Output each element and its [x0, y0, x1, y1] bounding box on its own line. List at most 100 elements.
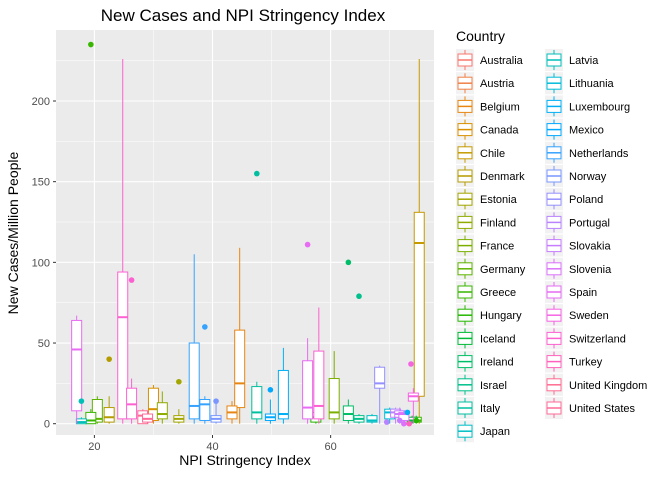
- box-iqr: [328, 378, 340, 420]
- legend-label: Finland: [480, 217, 516, 229]
- box-iqr: [91, 399, 103, 423]
- y-tick-label: 200: [32, 96, 50, 108]
- box-iqr: [413, 211, 425, 397]
- boxplot-greece: [85, 409, 97, 425]
- x-tick-label: 60: [325, 441, 337, 453]
- legend-label: Iceland: [480, 333, 515, 345]
- boxplot-sweden: [407, 388, 419, 424]
- legend-label: Canada: [480, 125, 519, 137]
- box-iqr: [251, 386, 263, 420]
- boxplot-japan: [366, 414, 378, 424]
- box-iqr: [234, 329, 246, 409]
- legend-label: Italy: [480, 403, 501, 415]
- boxplot-mexico: [264, 399, 276, 424]
- legend-label: Hungary: [480, 310, 522, 322]
- boxplot-chile: [413, 59, 425, 424]
- axes: 0 50 100 150 200 20 40 60: [32, 96, 337, 453]
- x-axis-label: NPI Stringency Index: [179, 452, 311, 468]
- outlier-point: [128, 277, 135, 283]
- box-iqr: [85, 411, 97, 425]
- legend-item-sweden: Sweden: [545, 304, 609, 327]
- outlier-point: [254, 170, 260, 177]
- boxplot-switzerland: [313, 307, 325, 424]
- legend-label: Slovakia: [569, 241, 611, 253]
- box-iqr: [71, 319, 83, 412]
- box-iqr: [103, 407, 115, 423]
- legend-title: Country: [456, 28, 505, 44]
- legend-label: Mexico: [569, 125, 604, 137]
- outlier-point: [176, 378, 182, 385]
- y-axis-label: New Cases/Million People: [5, 151, 21, 314]
- legend-item-united-states: United States: [545, 397, 636, 419]
- x-tick-label: 40: [206, 441, 218, 453]
- legend-item-switzerland: Switzerland: [545, 327, 626, 350]
- legend-item-slovakia: Slovakia: [545, 234, 611, 257]
- outlier-point: [396, 417, 403, 424]
- legend-item-denmark: Denmark: [456, 165, 525, 187]
- legend-item-netherlands: Netherlands: [545, 141, 629, 164]
- box-iqr: [156, 402, 168, 420]
- boxplot-netherlands: [188, 254, 200, 424]
- y-tick-label: 100: [32, 257, 50, 269]
- box-iqr: [117, 271, 129, 420]
- legend-label: Turkey: [569, 357, 603, 369]
- legend-item-finland: Finland: [456, 211, 516, 234]
- box-iqr: [302, 360, 314, 420]
- outlier-point: [404, 409, 411, 416]
- box-iqr: [366, 415, 378, 423]
- legend-label: Switzerland: [569, 333, 626, 345]
- legend-item-israel: Israel: [456, 373, 507, 396]
- outlier-point: [106, 356, 112, 362]
- legend-label: United States: [569, 403, 636, 415]
- legend-item-latvia: Latvia: [545, 49, 599, 71]
- outlier-point: [383, 419, 390, 425]
- legend-item-portugal: Portugal: [545, 211, 610, 234]
- legend-item-australia: Australia: [456, 49, 524, 71]
- x-tick-label: 20: [88, 441, 100, 453]
- legend-item-france: France: [456, 234, 514, 257]
- legend-label: Estonia: [480, 194, 518, 206]
- outlier-point: [345, 259, 352, 266]
- outlier-point: [406, 420, 412, 427]
- boxplot-norway: [210, 402, 222, 424]
- legend-item-hungary: Hungary: [456, 304, 522, 327]
- legend-item-ireland: Ireland: [456, 350, 514, 373]
- legend-label: Luxembourg: [569, 101, 630, 113]
- legend-item-lithuania: Lithuania: [545, 72, 615, 95]
- legend-item-turkey: Turkey: [545, 350, 603, 373]
- legend-label: Australia: [480, 55, 524, 67]
- outlier-point: [413, 417, 420, 424]
- legend-item-slovenia: Slovenia: [545, 257, 612, 280]
- boxplot-luxembourg: [277, 347, 289, 424]
- legend-label: France: [480, 241, 514, 253]
- legend-label: Greece: [480, 287, 516, 299]
- boxplot-finland: [156, 391, 168, 424]
- outlier-point: [78, 398, 85, 404]
- boxplot-italy: [251, 381, 263, 424]
- legend-item-canada: Canada: [456, 118, 519, 141]
- outlier-point: [202, 324, 208, 330]
- legend-label: Portugal: [569, 217, 610, 229]
- boxplot-switzerland: [126, 378, 138, 424]
- box-iqr: [398, 411, 410, 421]
- legend-item-estonia: Estonia: [456, 188, 518, 211]
- outlier-point: [213, 398, 219, 404]
- boxplot-france: [328, 351, 340, 424]
- boxplot-belgium: [234, 247, 246, 424]
- legend-item-spain: Spain: [545, 281, 597, 303]
- boxplot-poland: [374, 365, 386, 424]
- legend-label: Chile: [480, 148, 505, 160]
- boxplot-denmark: [103, 396, 115, 424]
- outlier-point: [267, 387, 274, 393]
- outlier-layer: [78, 41, 420, 427]
- legend-label: Austria: [480, 78, 515, 90]
- legend-item-poland: Poland: [545, 188, 603, 211]
- legend-label: Germany: [480, 264, 526, 276]
- legend-item-united-kingdom: United Kingdom: [545, 373, 647, 396]
- legend-label: Netherlands: [569, 148, 629, 160]
- legend-label: Norway: [569, 171, 607, 183]
- legend-item-germany: Germany: [456, 257, 526, 280]
- legend-label: Denmark: [480, 171, 525, 183]
- legend-item-austria: Austria: [456, 72, 515, 95]
